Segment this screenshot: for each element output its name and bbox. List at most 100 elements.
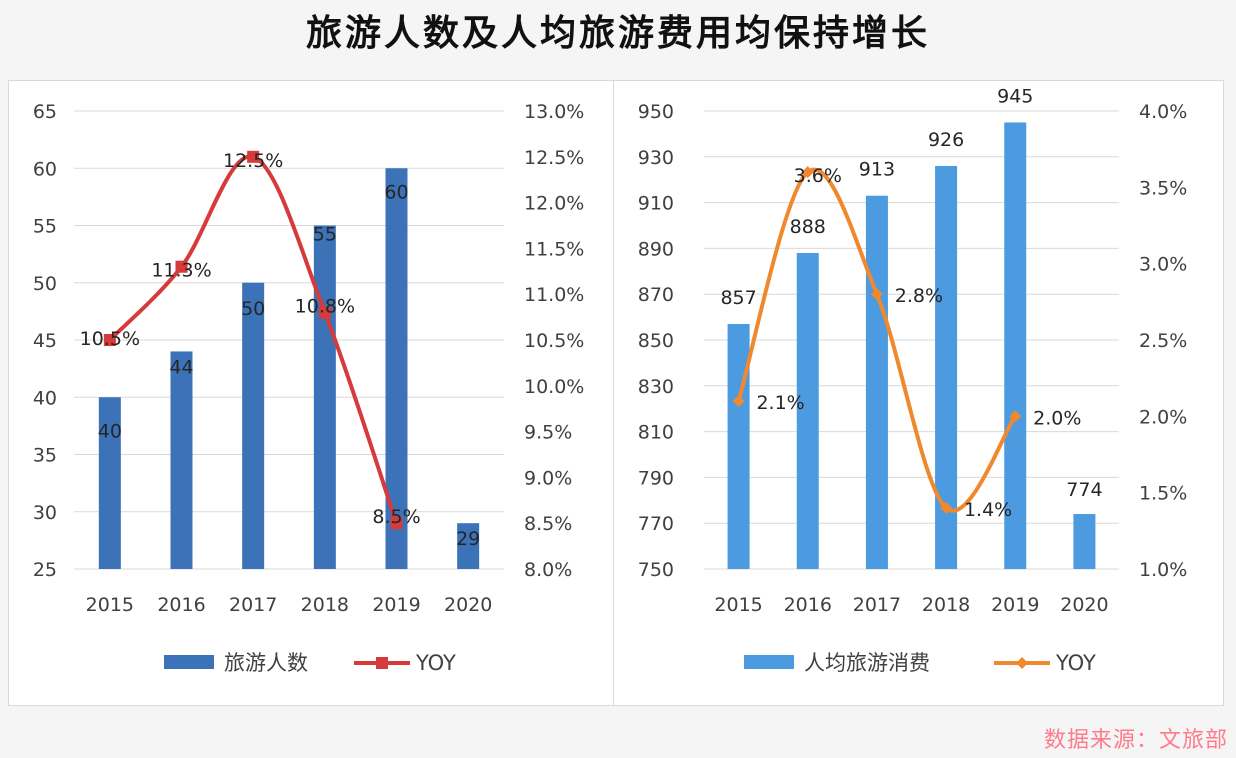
bar (935, 165, 958, 569)
bar (170, 351, 193, 569)
legend-line-label: YOY (1055, 651, 1096, 675)
bar (1004, 122, 1027, 569)
y-left-tick-label: 850 (638, 330, 674, 352)
y-right-tick-label: 1.5% (1139, 483, 1187, 505)
y-left-tick-label: 830 (638, 376, 674, 398)
x-tick-label: 2017 (229, 594, 277, 616)
legend-bar-label: 旅游人数 (224, 651, 308, 675)
bar (1073, 514, 1096, 569)
page-title: 旅游人数及人均旅游费用均保持增长 (305, 13, 930, 54)
bar (98, 397, 121, 569)
y-left-tick-label: 65 (33, 101, 57, 123)
yoy-point-marker (1009, 410, 1022, 423)
x-tick-label: 2016 (157, 594, 205, 616)
x-tick-label: 2018 (922, 594, 970, 616)
chart-panel-visitors: 25 30 35 40 45 50 55 60 65 8.0% 8.5% 9.0% 9.5% 10.0% 1… (8, 80, 615, 706)
y-right-tick-label: 11.0% (524, 284, 584, 306)
bar (385, 168, 408, 569)
bar (242, 282, 265, 569)
yoy-series-line (107, 154, 399, 526)
bar-data-label: 50 (241, 298, 265, 320)
x-tick-label: 2020 (1060, 594, 1108, 616)
y-right-tick-label: 8.0% (524, 559, 572, 581)
y-right-tick-label: 4.0% (1139, 101, 1187, 123)
y-left-tick-label: 770 (638, 513, 674, 535)
yoy-data-label: 12.5% (223, 150, 283, 172)
yoy-point-marker (175, 260, 188, 273)
yoy-point-marker (103, 334, 116, 346)
bar (313, 225, 336, 569)
x-tick-label: 2018 (301, 594, 349, 616)
bar-data-label: 44 (169, 356, 193, 378)
y-left-tick-label: 930 (638, 147, 674, 169)
yoy-data-label: 3.6% (794, 165, 842, 187)
yoy-point-marker (732, 395, 745, 408)
bar-data-label: 29 (456, 528, 480, 550)
yoy-data-label: 2.0% (1033, 407, 1081, 429)
yoy-data-label: 11.3% (151, 260, 211, 282)
y-right-tick-label: 3.5% (1139, 177, 1187, 199)
bar-data-label: 40 (98, 420, 122, 442)
y-left-tick-label: 35 (33, 445, 57, 467)
y-left-tick-label: 55 (33, 216, 57, 238)
x-tick-label: 2015 (86, 594, 134, 616)
legend-line-marker (376, 657, 388, 669)
legend-line-marker (1016, 657, 1028, 669)
y-left-tick-label: 950 (638, 101, 674, 123)
y-right-tick-label: 10.0% (524, 376, 584, 398)
y-left-tick-label: 750 (638, 559, 674, 581)
x-tick-label: 2019 (991, 594, 1039, 616)
bar-data-label: 55 (313, 224, 337, 246)
chart-panel-spending: 750 770 790 810 830 850 870 890 910 930 950 1.0% 1.5… (613, 80, 1224, 706)
bar-data-label: 857 (720, 287, 756, 309)
legend-bar-swatch (164, 655, 214, 669)
y-left-tick-label: 810 (638, 422, 674, 444)
y-left-tick-label: 60 (33, 158, 57, 180)
legend-bar-label: 人均旅游消费 (804, 651, 930, 675)
y-right-tick-label: 3.0% (1139, 254, 1187, 276)
yoy-data-label: 2.8% (895, 285, 943, 307)
y-right-tick-label: 8.5% (524, 513, 572, 535)
bar (727, 323, 750, 569)
x-tick-label: 2020 (444, 594, 492, 616)
bar-data-label: 926 (928, 129, 964, 151)
visitors-chart: 25 30 35 40 45 50 55 60 65 8.0% 8.5% 9.0% 9.5% 10.0% 1… (33, 101, 585, 675)
yoy-data-label: 10.5% (80, 328, 140, 350)
bar-data-label: 945 (997, 85, 1033, 107)
yoy-point-marker (318, 306, 331, 319)
y-left-tick-label: 45 (33, 330, 57, 352)
bar-data-label: 888 (790, 216, 826, 238)
yoy-point-marker (247, 150, 260, 163)
x-tick-label: 2016 (784, 594, 832, 616)
x-tick-label: 2019 (372, 594, 420, 616)
y-right-tick-label: 11.5% (524, 238, 584, 260)
y-left-tick-label: 870 (638, 284, 674, 306)
y-right-tick-label: 2.5% (1139, 330, 1187, 352)
yoy-data-label: 2.1% (756, 392, 804, 414)
y-left-tick-label: 30 (33, 502, 57, 524)
bar-data-label: 913 (859, 159, 895, 181)
bar-data-label: 774 (1066, 479, 1102, 501)
yoy-data-label: 8.5% (372, 506, 420, 528)
y-right-tick-label: 9.5% (524, 422, 572, 444)
yoy-data-label: 10.8% (295, 296, 355, 318)
y-right-tick-label: 13.0% (524, 101, 584, 123)
legend-line-label: YOY (415, 651, 456, 675)
yoy-point-marker (390, 517, 403, 530)
bar (865, 195, 888, 569)
y-right-tick-label: 2.0% (1139, 406, 1187, 428)
y-left-tick-label: 40 (33, 387, 57, 409)
y-right-tick-label: 12.0% (524, 193, 584, 215)
y-left-tick-label: 910 (638, 193, 674, 215)
y-left-tick-label: 50 (33, 273, 57, 295)
y-left-tick-label: 890 (638, 238, 674, 260)
legend-bar-swatch (744, 655, 794, 669)
bar (796, 252, 819, 570)
yoy-point-marker (940, 501, 953, 514)
yoy-point-marker (801, 166, 814, 179)
y-right-tick-label: 1.0% (1139, 559, 1187, 581)
bar-data-label: 60 (384, 181, 408, 203)
yoy-data-label: 1.4% (964, 499, 1012, 521)
yoy-point-marker (870, 288, 883, 301)
